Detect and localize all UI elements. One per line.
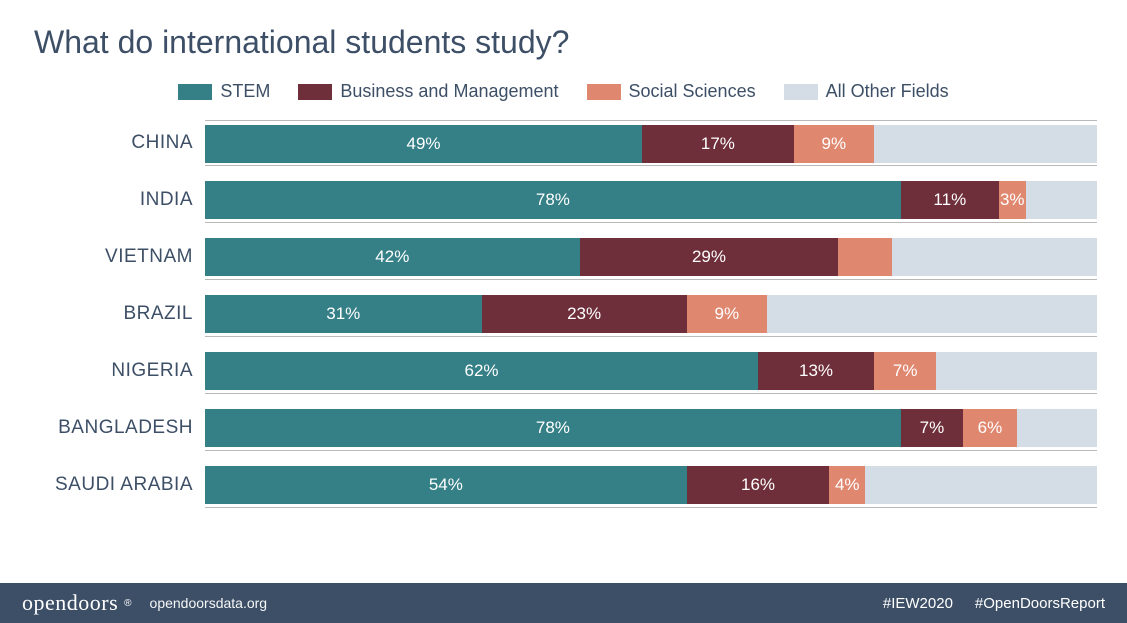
row-label: NIGERIA [30,360,205,382]
row-label: SAUDI ARABIA [30,474,205,496]
bar-stack: 78%7%6% [205,409,1097,447]
bar-segment-social: 3% [999,181,1026,219]
legend: STEM Business and Management Social Scienc… [30,81,1097,102]
brand-logo: opendoors [22,590,118,616]
row-label: CHINA [30,132,205,154]
bar-stack: 49%17%9% [205,125,1097,163]
legend-swatch-icon [587,84,621,100]
footer-hashtag: #IEW2020 [883,595,953,612]
legend-label: All Other Fields [826,81,949,102]
bar-stack: 54%16%4% [205,466,1097,504]
bar-segment-business: 16% [687,466,830,504]
table-row: CHINA49%17%9% [30,120,1097,166]
bar-segment-business: 29% [580,238,839,276]
footer-bar: opendoors ® opendoorsdata.org #IEW2020 #O… [0,583,1127,623]
row-label: INDIA [30,189,205,211]
bar-stack: 42%29% [205,238,1097,276]
row-label: BRAZIL [30,303,205,325]
bar-segment-stem: 49% [205,125,642,163]
row-label: VIETNAM [30,246,205,268]
bar-track: 78%11%3% [205,177,1097,223]
table-row: VIETNAM42%29% [30,234,1097,280]
bar-segment-business: 11% [901,181,999,219]
bar-segment-social: 7% [874,352,936,390]
bar-segment-other [767,295,1097,333]
bar-stack: 62%13%7% [205,352,1097,390]
table-row: BRAZIL31%23%9% [30,291,1097,337]
footer-hashtag: #OpenDoorsReport [975,595,1105,612]
legend-item: STEM [178,81,270,102]
bar-segment-stem: 54% [205,466,687,504]
bar-segment-social: 4% [829,466,865,504]
bar-segment-business: 13% [758,352,874,390]
bar-track: 31%23%9% [205,291,1097,337]
bar-rows: CHINA49%17%9%INDIA78%11%3%VIETNAM42%29%B… [30,120,1097,508]
bar-track: 54%16%4% [205,462,1097,508]
table-row: SAUDI ARABIA54%16%4% [30,462,1097,508]
bar-stack: 78%11%3% [205,181,1097,219]
brand-registered-icon: ® [124,598,131,609]
legend-item: Social Sciences [587,81,756,102]
row-label: BANGLADESH [30,417,205,439]
bar-segment-other [892,238,1097,276]
footer-url: opendoorsdata.org [150,595,268,611]
legend-label: Social Sciences [629,81,756,102]
bar-track: 49%17%9% [205,120,1097,166]
bar-segment-social: 9% [794,125,874,163]
table-row: BANGLADESH78%7%6% [30,405,1097,451]
bar-track: 62%13%7% [205,348,1097,394]
legend-label: STEM [220,81,270,102]
bar-segment-other [874,125,1097,163]
legend-item: Business and Management [298,81,558,102]
bar-segment-business: 17% [642,125,794,163]
bar-segment-other [1026,181,1097,219]
table-row: NIGERIA62%13%7% [30,348,1097,394]
bar-segment-stem: 78% [205,409,901,447]
bar-segment-stem: 62% [205,352,758,390]
legend-swatch-icon [784,84,818,100]
legend-item: All Other Fields [784,81,949,102]
bar-segment-other [865,466,1097,504]
bar-segment-stem: 42% [205,238,580,276]
bar-segment-stem: 31% [205,295,482,333]
table-row: INDIA78%11%3% [30,177,1097,223]
bar-segment-stem: 78% [205,181,901,219]
bar-segment-social: 9% [687,295,767,333]
bar-segment-business: 23% [482,295,687,333]
bar-segment-social [838,238,892,276]
legend-swatch-icon [298,84,332,100]
chart-title: What do international students study? [34,24,1097,61]
bar-stack: 31%23%9% [205,295,1097,333]
bar-segment-other [1017,409,1097,447]
bar-track: 78%7%6% [205,405,1097,451]
bar-track: 42%29% [205,234,1097,280]
bar-segment-business: 7% [901,409,963,447]
legend-swatch-icon [178,84,212,100]
legend-label: Business and Management [340,81,558,102]
bar-segment-other [936,352,1097,390]
bar-segment-social: 6% [963,409,1017,447]
